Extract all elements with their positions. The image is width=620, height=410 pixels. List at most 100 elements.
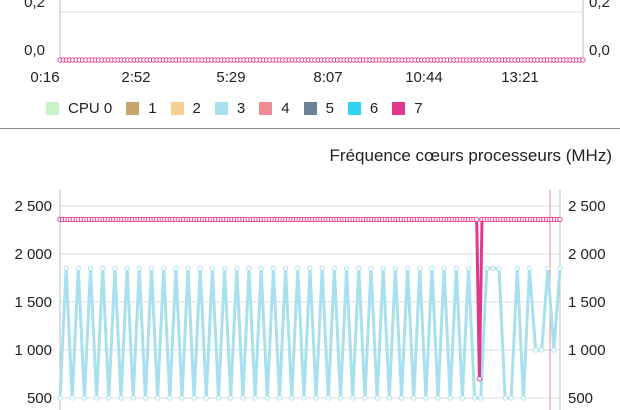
series-cpu3-point	[234, 265, 240, 272]
series-cpu3-point	[374, 395, 380, 401]
series-cpu3-point	[350, 395, 356, 401]
series-cpu7-point	[580, 57, 586, 63]
series-cpu3-point	[221, 265, 228, 272]
series-cpu3-point	[551, 347, 557, 353]
series-cpu3-point	[264, 395, 270, 401]
series-cpu3-point	[337, 395, 344, 401]
y-tick-label-right: 500	[568, 390, 593, 407]
series-cpu3-point	[435, 395, 441, 401]
series-cpu3-point	[508, 395, 514, 401]
series-cpu3-point	[417, 265, 423, 272]
series-cpu3-line	[58, 266, 562, 400]
series-cpu3-point	[514, 265, 520, 272]
legend-label: CPU 0	[68, 100, 113, 117]
series-cpu3-point	[252, 395, 258, 401]
series-cpu3-point	[484, 265, 490, 272]
y-tick-label-left: 2 000	[14, 246, 52, 263]
series-cpu3-point	[380, 265, 386, 272]
series-cpu3-point	[209, 265, 216, 272]
series-cpu3-point	[423, 395, 429, 401]
series-cpu3-point	[118, 395, 124, 401]
legend-label: 3	[236, 100, 246, 117]
series-cpu3-point	[191, 395, 197, 401]
series-cpu3-point	[136, 265, 142, 272]
x-tick-label: 5:29	[216, 69, 245, 86]
series-cpu3-point	[167, 395, 173, 401]
legend-item-cpu3: 3	[214, 100, 246, 117]
series-cpu3-point	[331, 265, 338, 272]
y-tick-label-left: 2 500	[14, 198, 52, 215]
y-tick-label-left: 500	[27, 390, 52, 407]
series-cpu3-point	[295, 265, 301, 272]
series-cpu3-point	[154, 395, 161, 401]
series-cpu3-point	[185, 265, 191, 272]
legend-label: 6	[369, 100, 379, 117]
series-cpu3-point	[545, 265, 551, 272]
series-cpu3-point	[203, 395, 209, 401]
cpu-frequency-chart: 2 500 2 000 1 500 1 000 500 2 500 2 000 1 500 1 …	[14, 190, 606, 410]
legend-swatch	[126, 102, 140, 115]
x-tick-label: 10:44	[405, 69, 443, 86]
series-cpu3-point	[386, 395, 392, 401]
series-cpu3-point	[270, 265, 277, 272]
series-cpu3-point	[520, 395, 527, 401]
series-cpu3-point	[69, 395, 75, 401]
legend-item-cpu2: 2	[170, 100, 201, 117]
series-cpu3-point	[148, 265, 155, 272]
legend-item-cpu7: 7	[392, 100, 423, 117]
series-cpu3-point	[289, 395, 295, 401]
x-tick-label: 13:21	[501, 69, 539, 86]
series-cpu3-point	[142, 395, 149, 401]
legend-swatch	[392, 102, 406, 115]
series-cpu7-point	[476, 376, 483, 382]
series-cpu3-point	[526, 265, 533, 272]
series-cpu3-point	[81, 395, 88, 401]
chart-legend: CPU 0 1 2 3 4 5 6 7	[46, 100, 437, 117]
x-tick-label: 0:16	[30, 69, 59, 86]
legend-swatch	[347, 102, 361, 115]
series-cpu3-point	[93, 395, 100, 401]
series-cpu3-point	[57, 395, 63, 401]
series-cpu3-point	[246, 265, 252, 272]
series-cpu3-point	[490, 265, 496, 272]
legend-label: 5	[325, 100, 334, 117]
series-cpu3-point	[459, 395, 466, 401]
series-cpu3-point	[356, 265, 362, 272]
legend-item-cpu4: 4	[259, 100, 290, 117]
series-cpu3-point	[411, 395, 417, 401]
series-cpu3-point	[179, 395, 185, 401]
series-cpu3-point	[112, 265, 118, 272]
series-cpu7-point	[474, 216, 480, 223]
series-cpu3-point	[75, 265, 81, 272]
y-tick-label-right: 2 000	[568, 246, 606, 263]
series-cpu3-point	[106, 395, 112, 401]
series-cpu3-point	[240, 395, 246, 401]
series-cpu3-point	[301, 395, 307, 401]
y-tick-label-right: 0,0	[589, 42, 610, 59]
series-cpu3-point	[313, 395, 319, 401]
series-cpu7-point	[557, 216, 563, 223]
x-tick-label: 8:07	[313, 69, 342, 86]
series-cpu3-point	[478, 395, 484, 401]
y-tick-label-right: 1 500	[568, 294, 606, 311]
series-cpu3-point	[319, 265, 325, 272]
legend-item-cpu1: 1	[126, 100, 157, 117]
legend-swatch	[259, 102, 273, 115]
legend-swatch	[170, 102, 184, 115]
series-cpu3-point	[368, 265, 374, 272]
legend-label: 4	[281, 100, 290, 117]
series-cpu3-point	[197, 265, 203, 272]
series-cpu3-point	[325, 395, 331, 401]
series-cpu3-point	[471, 395, 478, 401]
legend-item-cpu5: 5	[303, 100, 334, 117]
legend-label: 7	[414, 100, 423, 117]
series-cpu3-point	[404, 265, 411, 272]
series-cpu3-point	[447, 395, 453, 401]
series-cpu3-point	[465, 265, 472, 272]
series-cpu3-point	[307, 265, 313, 272]
x-tick-label: 2:52	[121, 69, 150, 86]
series-cpu3-point	[124, 265, 130, 272]
series-cpu3-point	[557, 265, 563, 272]
series-cpu3-point	[441, 265, 447, 272]
series-cpu3-point	[496, 265, 502, 272]
